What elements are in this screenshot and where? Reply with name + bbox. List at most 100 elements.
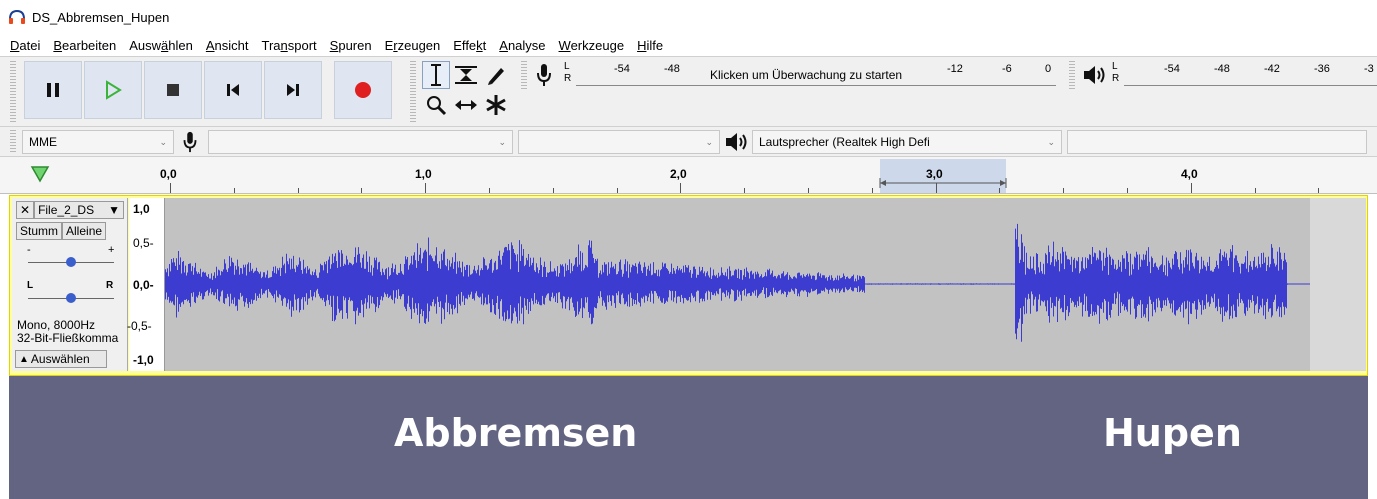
scale-label: -1,0: [133, 353, 154, 367]
rec-meter-ruler: [576, 64, 1056, 86]
play-button[interactable]: [84, 61, 142, 119]
play-meter-tick: -48: [1214, 63, 1230, 75]
menu-item[interactable]: Spuren: [330, 38, 372, 53]
menu-accelerator: S: [329, 37, 339, 53]
playback-meter[interactable]: L R -54 -48 -42 -36 -3: [1078, 60, 1377, 90]
playback-device-select[interactable]: Lautsprecher (Realtek High Defi ⌄: [752, 130, 1062, 154]
menu-text: nsicht: [214, 37, 249, 53]
waveform-empty-area[interactable]: [1310, 198, 1366, 371]
amplitude-scale: 1,0 0,5- 0,0- -0,5- -1,0: [127, 198, 165, 371]
menu-accelerator: A: [205, 37, 215, 53]
select-track-button[interactable]: ▲ Auswählen: [15, 350, 107, 368]
recording-device-select[interactable]: ⌄: [208, 130, 513, 154]
microphone-icon: [183, 131, 197, 153]
zoom-tool[interactable]: [422, 91, 450, 119]
menu-bar: Datei Bearbeiten Auswählen Ansicht Transport…: [0, 34, 1377, 56]
draw-tool[interactable]: [482, 61, 510, 89]
timeline-selection[interactable]: [880, 159, 1006, 193]
playback-extra-area: [1067, 130, 1367, 154]
menu-item[interactable]: Bearbeiten: [53, 38, 116, 53]
playback-device-value: Lautsprecher (Realtek High Defi: [759, 135, 930, 149]
time-shift-tool[interactable]: [452, 91, 480, 119]
menu-item[interactable]: Hilfe: [637, 38, 663, 53]
selection-tool[interactable]: [422, 61, 450, 89]
menu-accelerator: H: [637, 37, 647, 53]
toolbar-area: L R -54 -48 Klicken um Überwachung zu st…: [0, 56, 1377, 126]
menu-item[interactable]: Datei: [10, 38, 40, 53]
menu-accelerator: n: [280, 37, 288, 53]
triangle-down-icon: ▼: [108, 203, 121, 217]
menu-item[interactable]: Analyse: [499, 38, 545, 53]
waveform-samples: [165, 223, 1290, 342]
menu-item[interactable]: Erzeugen: [385, 38, 441, 53]
menu-item[interactable]: Werkzeuge: [559, 38, 625, 53]
rec-meter-grip[interactable]: [521, 61, 527, 89]
timeline-ruler[interactable]: 0,0 1,0 2,0 3,0 4,0: [0, 156, 1377, 194]
menu-item[interactable]: Transport: [262, 38, 317, 53]
menu-item[interactable]: Effekt: [453, 38, 486, 53]
speaker-icon: [1084, 66, 1105, 84]
menu-text: E: [384, 37, 394, 53]
pan-slider-knob[interactable]: [66, 293, 76, 303]
solo-button[interactable]: Alleine: [62, 222, 107, 240]
play-head-triangle-icon[interactable]: [30, 165, 50, 183]
play-meter-grip[interactable]: [1069, 61, 1075, 89]
timeline-tick: [1190, 183, 1192, 193]
timeline-label: 0,0: [160, 167, 177, 181]
menu-accelerator: ä: [161, 37, 169, 53]
menu-text: hlen: [168, 37, 193, 53]
scale-label: -0,5-: [127, 319, 152, 333]
waveform[interactable]: [165, 198, 1310, 371]
track-rate-info: Mono, 8000Hz: [17, 318, 96, 332]
menu-accelerator: D: [10, 37, 20, 53]
rec-meter-l-label: L: [564, 61, 570, 72]
recording-meter[interactable]: L R -54 -48 Klicken um Überwachung zu st…: [530, 60, 1060, 90]
menu-text: sport: [287, 37, 317, 53]
mute-button[interactable]: Stumm: [16, 222, 63, 240]
envelope-tool[interactable]: [452, 61, 480, 89]
timeline-tick: [871, 188, 873, 193]
chevron-down-icon: ⌄: [705, 137, 713, 147]
menu-item[interactable]: Auswählen: [129, 38, 193, 53]
menu-text: puren: [338, 37, 372, 53]
title-bar: DS_Abbremsen_Hupen: [0, 0, 1377, 34]
timeline-tick: [680, 183, 682, 193]
scale-label: 0,0-: [133, 278, 154, 292]
timeline-tick: [1254, 188, 1256, 193]
audacity-headphones-icon: [9, 10, 25, 24]
play-meter-tick: -54: [1164, 63, 1180, 75]
menu-text: ilfe: [646, 37, 664, 53]
skip-to-start-button[interactable]: [204, 61, 262, 119]
timeline-label: 3,0: [926, 167, 943, 181]
rec-meter-tick: -12: [947, 63, 963, 75]
pause-button[interactable]: [24, 61, 82, 119]
recording-channels-select[interactable]: ⌄: [518, 130, 720, 154]
skip-end-icon: [287, 84, 299, 96]
play-meter-l-label: L: [1112, 61, 1118, 72]
scale-label: 1,0: [133, 202, 150, 216]
timeline-tick: [1063, 188, 1065, 193]
pan-left-label: L: [27, 280, 34, 291]
pause-icon: [47, 83, 59, 97]
menu-text: Tra: [261, 37, 281, 53]
timeline-tick: [425, 183, 427, 193]
menu-accelerator: B: [53, 37, 63, 53]
gain-slider-knob[interactable]: [66, 257, 76, 267]
close-track-button[interactable]: ✕: [16, 201, 35, 219]
skip-to-end-button[interactable]: [264, 61, 322, 119]
device-grip[interactable]: [10, 130, 16, 154]
stop-button[interactable]: [144, 61, 202, 119]
multi-tool[interactable]: [482, 91, 510, 119]
menu-accelerator: W: [558, 37, 571, 53]
record-button[interactable]: [334, 61, 392, 119]
toolbar-grip[interactable]: [10, 61, 16, 123]
i-beam-icon: [431, 64, 441, 86]
asterisk-icon: [486, 95, 506, 115]
menu-item[interactable]: Ansicht: [206, 38, 249, 53]
host-select[interactable]: MME ⌄: [22, 130, 174, 154]
rec-meter-tick: -54: [614, 63, 630, 75]
tools-toolbar: [422, 61, 516, 121]
track-menu-button[interactable]: File_2_DS ▼: [34, 201, 125, 219]
tools-grip[interactable]: [410, 61, 416, 123]
rec-meter-tick: -48: [664, 63, 680, 75]
